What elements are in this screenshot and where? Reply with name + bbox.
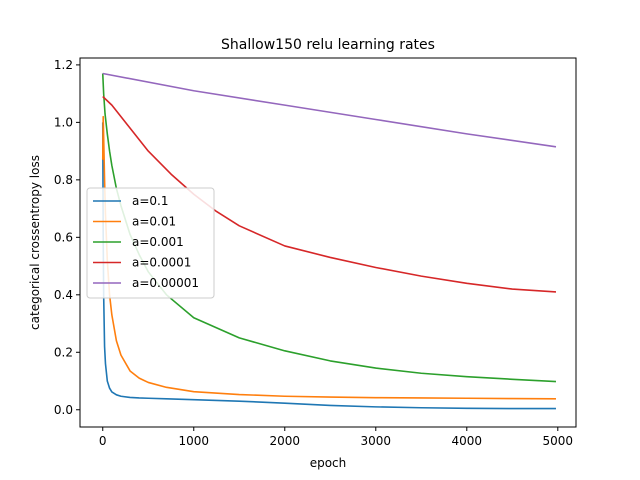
y-tick-label: 1.2 — [54, 58, 73, 72]
legend-label: a=0.01 — [132, 215, 176, 229]
plot-frame — [79, 57, 577, 428]
y-tick-label: 0.2 — [54, 345, 73, 359]
x-tick-label: 1000 — [178, 434, 209, 448]
legend-label: a=0.1 — [132, 194, 169, 208]
legend-label: a=0.00001 — [132, 276, 199, 290]
x-tick-label: 3000 — [361, 434, 392, 448]
axis-ticks: 0 1000 2000 3000 4000 5000 0.0 0.2 0.4 0.6 0.8 1.0 1… — [54, 58, 573, 448]
series-line-1 — [101, 122, 556, 410]
y-tick-label: 0.0 — [54, 403, 73, 417]
y-tick-label: 1.0 — [54, 115, 73, 129]
legend: a=0.1 a=0.01 a=0.001 a=0.0001 a=0.00001 — [86, 187, 215, 299]
legend-label: a=0.001 — [132, 235, 184, 249]
series-line-5 — [102, 72, 557, 148]
x-tick-label: 4000 — [452, 434, 483, 448]
x-tick-label: 0 — [99, 434, 107, 448]
legend-label: a=0.0001 — [132, 256, 191, 270]
series-line-4 — [102, 95, 557, 293]
y-axis-label: categorical crossentropy loss — [28, 155, 42, 330]
y-tick-label: 0.6 — [54, 230, 73, 244]
y-tick-label: 0.8 — [54, 173, 73, 187]
x-tick-label: 5000 — [543, 434, 574, 448]
x-axis-label: epoch — [310, 456, 347, 470]
x-tick-label: 2000 — [269, 434, 300, 448]
y-tick-label: 0.4 — [54, 288, 73, 302]
chart-title: Shallow150 relu learning rates — [221, 37, 435, 53]
legend-box — [86, 187, 215, 299]
